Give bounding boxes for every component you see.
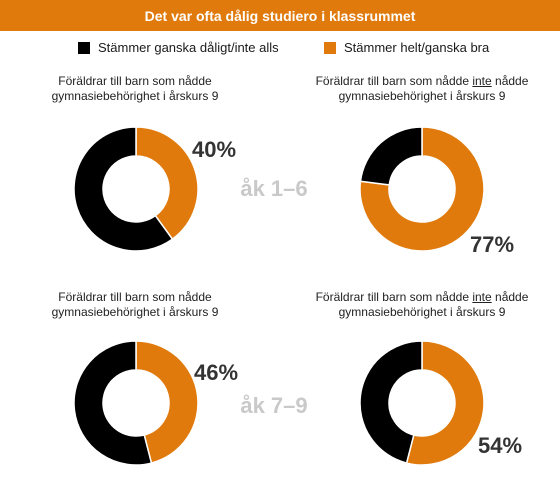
slice-good xyxy=(135,126,199,241)
caption-line1: Föräldrar till barn som nådde xyxy=(58,290,212,304)
caption-line2: gymnasiebehörighet i årskurs 9 xyxy=(338,89,506,103)
chart-title: Det var ofta dålig studiero i klassrumme… xyxy=(0,0,560,31)
caption-line1: Föräldrar till barn som nådde xyxy=(58,74,212,88)
caption-prefix: Föräldrar till barn som nådde xyxy=(315,74,473,88)
donut-chart-reached-ak1-6 xyxy=(73,126,199,252)
donut-chart-not-reached-ak7-9 xyxy=(359,340,485,466)
caption-line2: gymnasiebehörighet i årskurs 9 xyxy=(338,305,506,319)
slice-bad xyxy=(359,340,423,464)
grade-label-7-9: åk 7–9 xyxy=(240,393,308,418)
caption-line2: gymnasiebehörighet i årskurs 9 xyxy=(51,89,219,103)
caption-line2: gymnasiebehörighet i årskurs 9 xyxy=(51,305,219,319)
caption-not-reached-row1: Föräldrar till barn som nådde inte nådde… xyxy=(297,74,547,104)
slice-bad xyxy=(73,340,153,466)
slice-bad xyxy=(359,126,423,186)
donut-chart-not-reached-ak1-6 xyxy=(359,126,485,252)
slice-bad xyxy=(73,126,174,252)
pct-label-not-reached-ak1-6: 77% xyxy=(470,232,515,257)
grade-label-1-6: åk 1–6 xyxy=(240,176,308,201)
donut-chart-reached-ak7-9 xyxy=(73,340,199,466)
legend-item-good: Stämmer helt/ganska bra xyxy=(324,40,489,55)
caption-suffix: nådde xyxy=(491,74,529,88)
pct-label-reached-ak1-6: 40% xyxy=(192,137,237,162)
pct-label-reached-ak7-9: 46% xyxy=(194,360,239,385)
caption-suffix: nådde xyxy=(491,290,529,304)
slice-good xyxy=(359,126,485,252)
slice-good xyxy=(135,340,199,464)
legend-swatch-bad xyxy=(78,41,90,54)
legend-item-bad: Stämmer ganska dåligt/inte alls xyxy=(78,40,279,55)
slice-good xyxy=(405,340,485,466)
caption-reached-row1: Föräldrar till barn som nådde gymnasiebe… xyxy=(10,74,260,104)
caption-not-word: inte xyxy=(472,74,492,88)
caption-prefix: Föräldrar till barn som nådde xyxy=(315,290,473,304)
legend-label-good: Stämmer helt/ganska bra xyxy=(344,40,490,55)
pct-label-not-reached-ak7-9: 54% xyxy=(478,433,523,458)
caption-reached-row2: Föräldrar till barn som nådde gymnasiebe… xyxy=(10,290,260,320)
caption-not-word: inte xyxy=(472,290,492,304)
legend-label-bad: Stämmer ganska dåligt/inte alls xyxy=(98,40,279,55)
legend-swatch-good xyxy=(324,41,336,54)
caption-not-reached-row2: Föräldrar till barn som nådde inte nådde… xyxy=(297,290,547,320)
